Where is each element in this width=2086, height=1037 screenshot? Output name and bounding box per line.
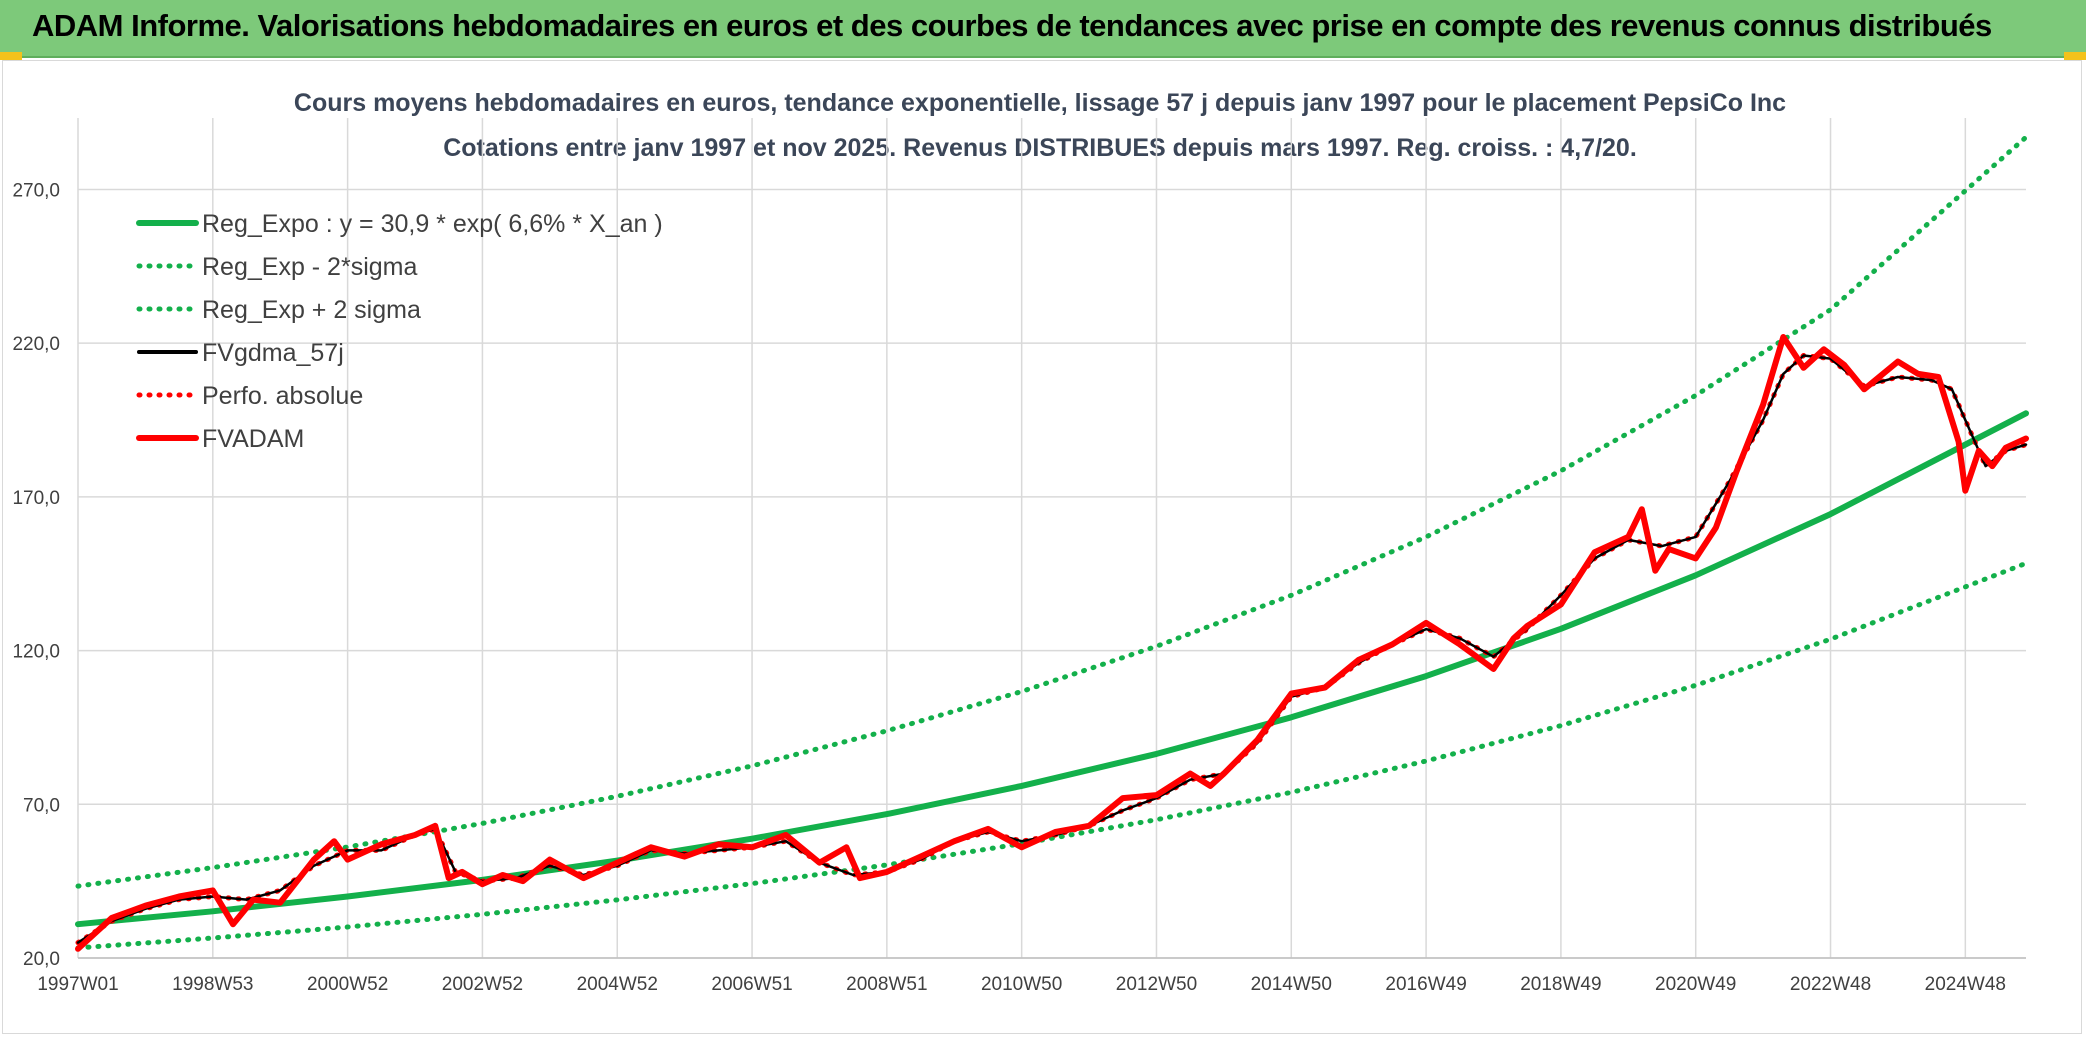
chart-subtitle: Cotations entre janv 1997 et nov 2025. R…: [443, 134, 1637, 162]
x-tick-label: 2016W49: [1385, 974, 1466, 995]
x-tick-label: 2018W49: [1520, 974, 1601, 995]
x-tick-label: 2024W48: [1925, 974, 2006, 995]
legend-label: FVgdma_57j: [202, 339, 344, 367]
x-tick-label: 2000W52: [307, 974, 388, 995]
banner-title: ADAM Informe. Valorisations hebdomadaire…: [32, 8, 1992, 43]
x-tick-label: 2002W52: [442, 974, 523, 995]
legend-label: FVADAM: [202, 425, 304, 453]
x-tick-label: 2014W50: [1251, 974, 1332, 995]
grid-lines: [77, 118, 2026, 959]
y-tick-label: 70,0: [23, 795, 60, 816]
y-tick-label: 120,0: [12, 642, 60, 663]
legend-label: Reg_Exp - 2*sigma: [202, 253, 417, 281]
x-tick-label: 1998W53: [172, 974, 253, 995]
corner-accent-right: [2064, 52, 2086, 60]
series-line-2: [75, 134, 2029, 889]
x-tick-label: 2006W51: [711, 974, 792, 995]
x-tick-label: 1997W01: [37, 974, 118, 995]
chart-frame: [2, 60, 2082, 1034]
x-tick-label: 2004W52: [577, 974, 658, 995]
corner-accent-left: [0, 52, 22, 60]
y-tick-label: 220,0: [12, 334, 60, 355]
series-group: [75, 134, 2029, 952]
chart-title: Cours moyens hebdomadaires en euros, ten…: [294, 89, 1786, 117]
series-line-3: [76, 354, 2028, 944]
legend-label: Perfo. absolue: [202, 382, 363, 410]
series-line-4: [75, 353, 2029, 946]
y-tick-label: 20,0: [23, 949, 60, 970]
x-tick-label: 2008W51: [846, 974, 927, 995]
x-tick-label: 2010W50: [981, 974, 1062, 995]
y-tick-label: 170,0: [12, 488, 60, 509]
x-tick-label: 2022W48: [1790, 974, 1871, 995]
x-axis-ticks: 1997W01 1998W53 2000W52 2002W52 2004W52 2006W…: [37, 974, 2006, 995]
series-line-1: [75, 560, 2029, 951]
y-axis-ticks: 20,0 70,0 120,0 170,0 220,0 270,0: [12, 180, 60, 970]
y-tick-label: 270,0: [12, 180, 60, 201]
series-line-0: [75, 410, 2029, 928]
x-tick-label: 2020W49: [1655, 974, 1736, 995]
header-banner: ADAM Informe. Valorisations hebdomadaire…: [0, 0, 2086, 58]
x-tick-label: 2012W50: [1116, 974, 1197, 995]
legend: Reg_Expo : y = 30,9 * exp( 6,6% * X_an )…: [136, 210, 663, 453]
legend-label: Reg_Expo : y = 30,9 * exp( 6,6% * X_an ): [202, 210, 663, 238]
legend-label: Reg_Exp + 2 sigma: [202, 296, 421, 324]
series-line-5: [75, 334, 2029, 952]
